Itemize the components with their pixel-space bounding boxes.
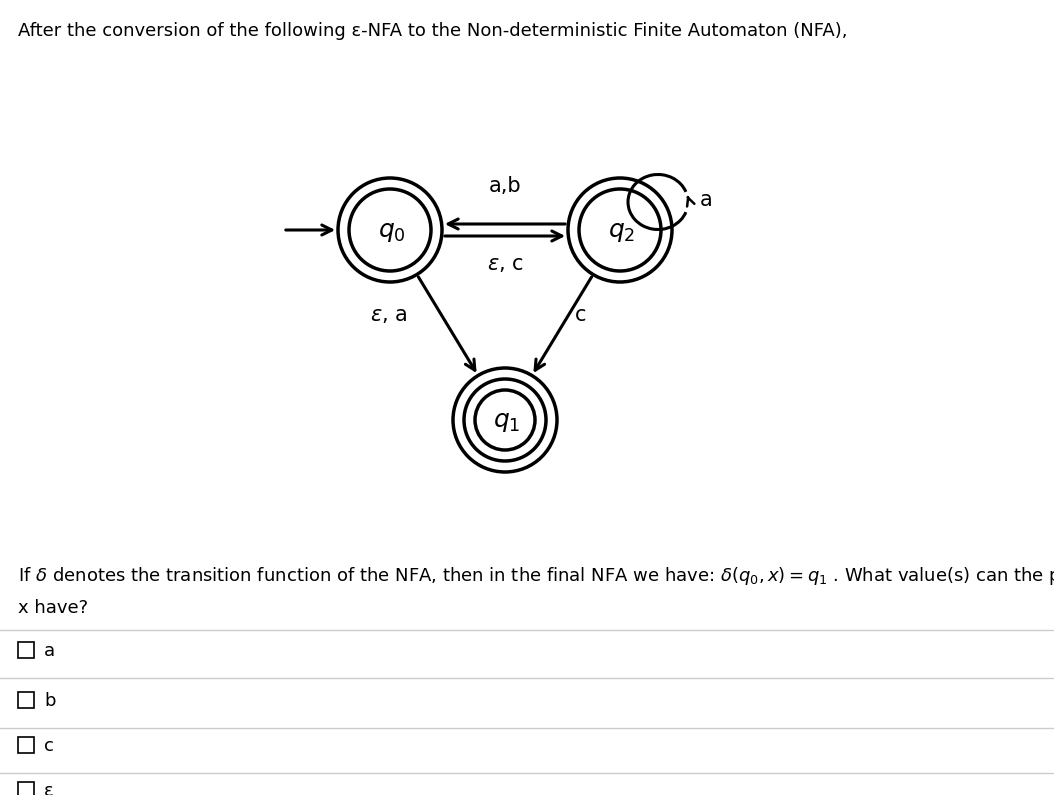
Text: a: a bbox=[44, 642, 55, 660]
Text: b: b bbox=[44, 692, 56, 710]
FancyBboxPatch shape bbox=[18, 782, 34, 795]
FancyBboxPatch shape bbox=[18, 642, 34, 658]
Text: ε: ε bbox=[44, 782, 54, 795]
Text: c: c bbox=[574, 305, 586, 325]
Text: a,b: a,b bbox=[489, 176, 522, 196]
Text: a: a bbox=[700, 190, 713, 210]
FancyBboxPatch shape bbox=[18, 737, 34, 753]
Circle shape bbox=[569, 179, 671, 281]
Text: $q_1$: $q_1$ bbox=[493, 410, 521, 434]
Text: After the conversion of the following ε-NFA to the Non-deterministic Finite Auto: After the conversion of the following ε-… bbox=[18, 22, 847, 40]
FancyBboxPatch shape bbox=[18, 692, 34, 708]
Circle shape bbox=[339, 179, 441, 281]
Text: If $\delta$ denotes the transition function of the NFA, then in the final NFA we: If $\delta$ denotes the transition funct… bbox=[18, 565, 1054, 587]
Text: c: c bbox=[44, 737, 54, 755]
Text: $q_0$: $q_0$ bbox=[378, 220, 406, 244]
Text: $\varepsilon$, c: $\varepsilon$, c bbox=[487, 254, 524, 274]
Text: $\varepsilon$, a: $\varepsilon$, a bbox=[370, 305, 408, 325]
Text: $q_2$: $q_2$ bbox=[608, 220, 636, 244]
Circle shape bbox=[454, 369, 557, 471]
Text: x have?: x have? bbox=[18, 599, 89, 617]
